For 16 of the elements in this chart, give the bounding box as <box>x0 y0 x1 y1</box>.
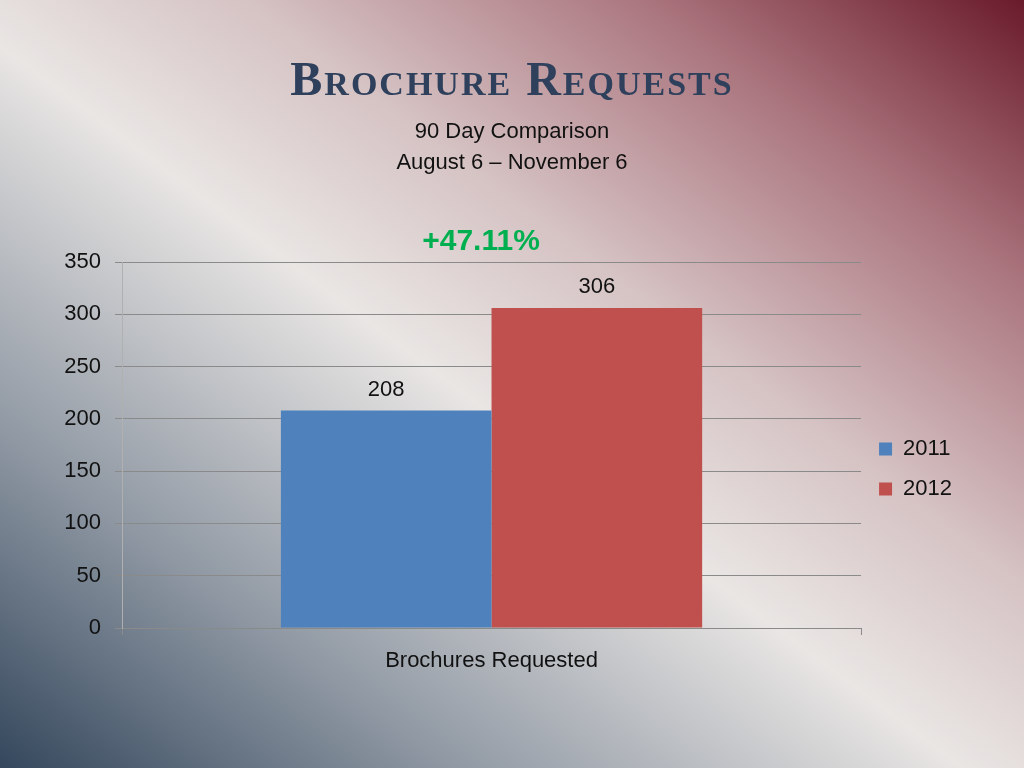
y-tick-label: 100 <box>64 509 101 535</box>
y-tick-label: 50 <box>76 561 101 587</box>
legend-label: 2011 <box>903 435 951 461</box>
chart-title: Brochure Requests <box>289 51 735 107</box>
y-tick-label: 200 <box>64 404 101 430</box>
legend-label: 2012 <box>903 475 953 501</box>
x-tick-label: Brochures Requested <box>385 647 598 673</box>
text: +47.11% <box>422 223 540 256</box>
y-tick-label: 150 <box>64 457 101 483</box>
y-tick-label: 350 <box>64 248 101 274</box>
y-tick-label: 250 <box>64 352 101 378</box>
data-label: 306 <box>578 273 616 299</box>
data-label: 208 <box>367 375 405 401</box>
y-tick-label: 0 <box>88 614 101 640</box>
y-tick-label: 300 <box>64 300 101 326</box>
chart-subtitle: 90 Day Comparison August 6 – November 6 <box>395 117 629 176</box>
